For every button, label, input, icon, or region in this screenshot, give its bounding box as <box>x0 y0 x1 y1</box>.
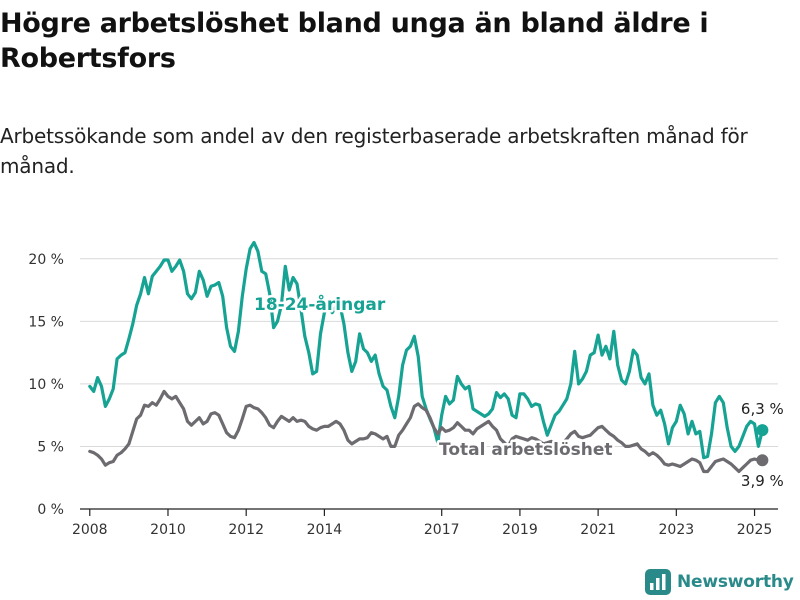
youth-end-point <box>756 424 769 437</box>
x-tick-label: 2021 <box>580 522 616 538</box>
youth-series-label: 18-24-åringar <box>254 293 386 315</box>
chart-subtitle: Arbetssökande som andel av den registerb… <box>0 124 748 178</box>
x-tick-label: 2017 <box>424 522 460 538</box>
axes: 0 % 5 % 10 % 15 % 20 % 2008 2010 2012 2014 2017 20… <box>28 252 778 538</box>
bar-chart-icon <box>645 569 671 595</box>
y-tick-label: 5 % <box>37 439 64 455</box>
total-unemployment-line <box>88 389 764 474</box>
total-series-label-halo: Total arbetslöshet <box>439 440 613 460</box>
x-tick-label: 2014 <box>307 522 343 538</box>
total-end-point <box>756 454 769 467</box>
x-tick-label: 2012 <box>228 522 264 538</box>
total-series-label: Total arbetslöshet <box>439 440 613 460</box>
y-tick-label: 0 % <box>37 502 64 518</box>
youth-end-value-label: 6,3 % <box>741 400 784 418</box>
y-tick-label: 10 % <box>28 377 64 393</box>
series-lines <box>88 240 769 474</box>
y-tick-label: 20 % <box>28 252 64 268</box>
youth-series-label-halo: 18-24-åringar <box>254 293 386 315</box>
total-end-value-label: 3,9 % <box>741 472 784 490</box>
y-tick-label: 15 % <box>28 314 64 330</box>
chart-title: Högre arbetslöshet bland unga än bland ä… <box>0 8 709 74</box>
x-tick-label: 2023 <box>659 522 695 538</box>
gridlines <box>80 258 778 447</box>
x-tick-label: 2010 <box>150 522 186 538</box>
newsworthy-logo: Newsworthy <box>645 568 794 596</box>
x-tick-label: 2025 <box>737 522 773 538</box>
brand-name: Newsworthy <box>677 572 794 592</box>
x-tick-label: 2019 <box>502 522 538 538</box>
x-tick-label: 2008 <box>72 522 108 538</box>
